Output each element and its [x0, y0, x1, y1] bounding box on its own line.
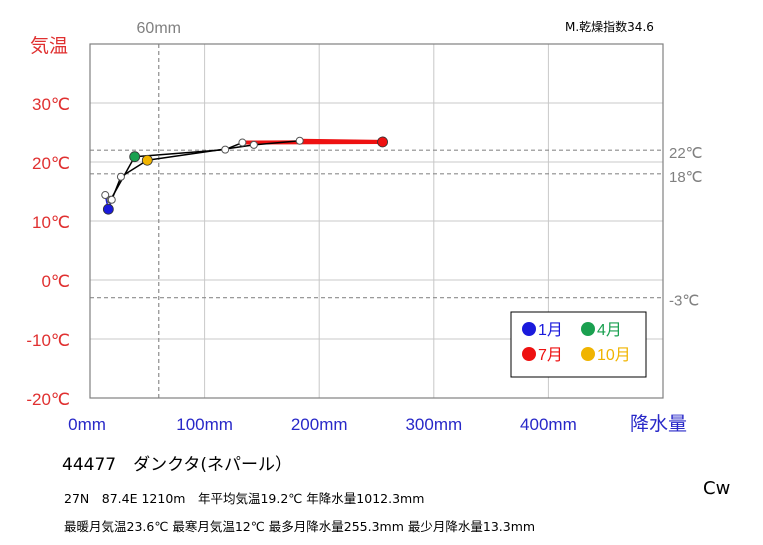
legend: 1月 4月 7月 10月 — [510, 311, 647, 378]
ref-line-label: -3℃ — [669, 293, 699, 310]
x-tick-label: 300mm — [405, 415, 462, 434]
month-segment — [146, 144, 255, 161]
ref-line-label: 60mm — [137, 20, 181, 37]
y-tick-label: 10℃ — [32, 213, 70, 232]
month-point-highlight — [129, 151, 141, 163]
y-tick-label: -10℃ — [26, 331, 70, 350]
legend-marker — [581, 322, 595, 336]
month-point — [238, 138, 247, 147]
axis-labels: 30℃ 20℃ 10℃ 0℃ -10℃ -20℃ 0mm 100mm 200mm 300mm 400… — [26, 35, 687, 435]
x-tick-label: 100mm — [176, 415, 233, 434]
month-point — [221, 145, 230, 154]
legend-label: 1月 — [538, 322, 563, 339]
ref-line-label: 18℃ — [669, 169, 703, 186]
y-tick-label: 0℃ — [41, 272, 70, 291]
month-point — [116, 172, 125, 181]
legend-marker — [522, 322, 536, 336]
month-point-highlight — [141, 154, 153, 166]
y-tick-label: 20℃ — [32, 154, 70, 173]
legend-marker — [581, 347, 595, 361]
y-tick-label: -20℃ — [26, 390, 70, 409]
x-tick-label: 0mm — [68, 415, 106, 434]
month-point-highlight — [377, 136, 388, 148]
y-tick-label: 30℃ — [32, 95, 70, 114]
ref-line-label: 22℃ — [669, 145, 703, 162]
month-point-highlight — [102, 203, 114, 215]
legend-label: 7月 — [538, 347, 563, 364]
legend-box — [510, 311, 647, 378]
month-segment — [297, 138, 385, 144]
legend-label: 4月 — [597, 322, 622, 339]
month-point — [107, 195, 116, 204]
month-point — [249, 140, 258, 149]
plot-frame — [89, 43, 664, 399]
month-point — [101, 191, 110, 200]
x-tick-label: 200mm — [291, 415, 348, 434]
month-point — [295, 136, 304, 145]
month-segment — [111, 176, 122, 201]
climate-series — [101, 136, 388, 215]
reference-lines: 22℃ 18℃ -3℃ 60mm — [90, 20, 703, 398]
legend-marker — [522, 347, 536, 361]
x-tick-label: 400mm — [520, 415, 577, 434]
month-segment — [253, 140, 301, 146]
legend-label: 10月 — [597, 347, 631, 364]
y-axis-title: 気温 — [30, 35, 68, 57]
x-axis-title: 降水量 — [630, 413, 687, 435]
